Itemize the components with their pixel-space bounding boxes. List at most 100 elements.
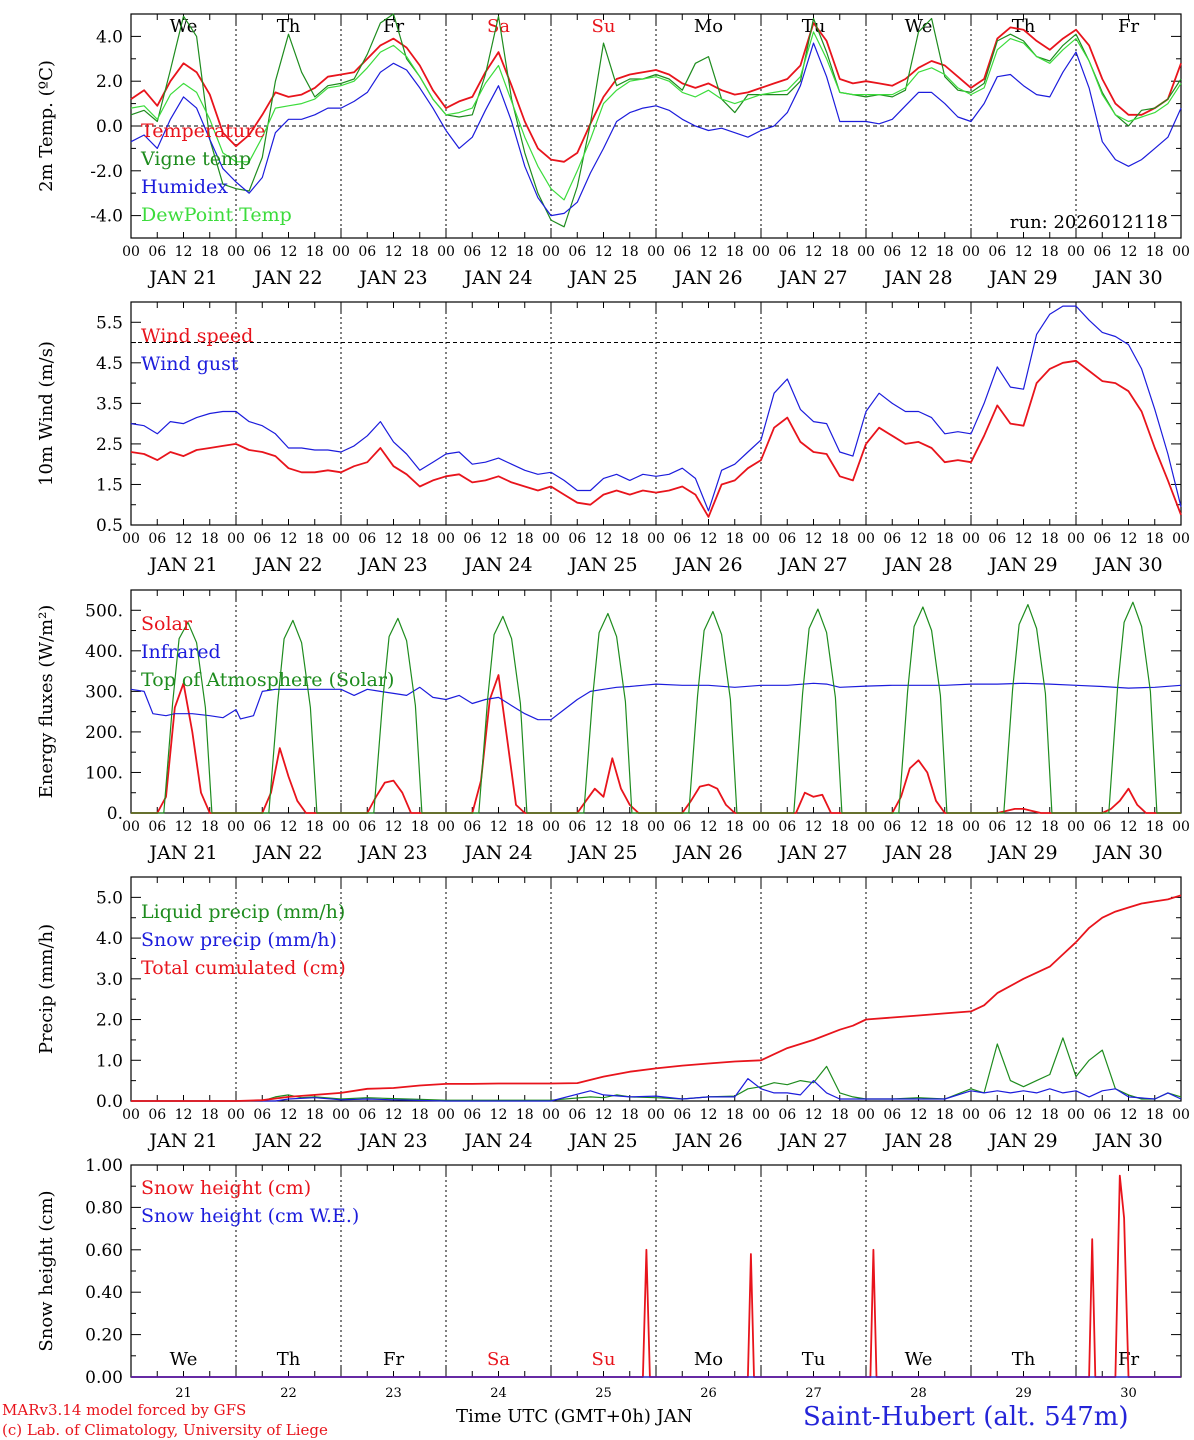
y-tick-label: -4.0: [90, 207, 123, 227]
x-hour-label: 06: [568, 244, 586, 260]
x-date-label: JAN 29: [987, 842, 1057, 864]
x-hour-label: 06: [988, 244, 1006, 260]
x-hour-label: 00: [1067, 1107, 1085, 1123]
x-hour-label: 00: [332, 1107, 350, 1123]
x-hour-label: 18: [1041, 819, 1059, 835]
run-label: run: 2026012118: [1010, 212, 1168, 233]
x-hour-label: 18: [411, 819, 429, 835]
weekday-label: We: [170, 16, 198, 37]
x-day-label: 30: [1120, 1386, 1137, 1401]
weekday-label: We: [905, 16, 933, 37]
y-tick-label: 4.5: [96, 354, 123, 374]
x-hour-label: 00: [962, 1107, 980, 1123]
x-hour-label: 18: [1041, 1107, 1059, 1123]
x-hour-label: 12: [805, 1107, 823, 1123]
x-hour-label: 12: [805, 531, 823, 547]
x-hour-label: 12: [1015, 531, 1033, 547]
x-hour-label: 06: [673, 819, 691, 835]
x-hour-label: 06: [253, 244, 271, 260]
x-date-label: JAN 29: [987, 1130, 1057, 1152]
x-hour-label: 06: [568, 531, 586, 547]
x-hour-label: 06: [988, 1107, 1006, 1123]
y-tick-label: 0.20: [85, 1326, 123, 1346]
y-tick-label: 4.0: [96, 929, 123, 949]
x-hour-label: 00: [227, 531, 245, 547]
x-hour-label: 12: [700, 244, 718, 260]
x-hour-label: 12: [700, 819, 718, 835]
y-tick-label: 0.5: [96, 516, 123, 536]
x-hour-label: 18: [621, 244, 639, 260]
x-hour-label: 06: [568, 1107, 586, 1123]
weekday-label: Th: [277, 1349, 301, 1370]
x-hour-label: 00: [227, 244, 245, 260]
x-hour-label: 12: [1015, 244, 1033, 260]
x-hour-label: 00: [332, 531, 350, 547]
x-date-label: JAN 29: [987, 267, 1057, 289]
lab-credit-line: (c) Lab. of Climatology, University of L…: [2, 1421, 328, 1439]
x-hour-label: 12: [490, 244, 508, 260]
x-hour-label: 18: [1146, 531, 1164, 547]
x-date-label: JAN 25: [567, 554, 637, 576]
x-hour-label: 18: [621, 531, 639, 547]
x-hour-label: 06: [883, 244, 901, 260]
x-hour-label: 12: [805, 819, 823, 835]
x-hour-label: 00: [122, 244, 140, 260]
series-line-humidex: [130, 42, 1182, 217]
x-hour-label: 06: [673, 244, 691, 260]
x-hour-label: 12: [700, 1107, 718, 1123]
y-tick-label: 5.0: [96, 888, 123, 908]
x-hour-label: 12: [1120, 1107, 1138, 1123]
legend-entry: Snow height (cm W.E.): [141, 1205, 359, 1227]
x-hour-label: 00: [1172, 531, 1190, 547]
x-hour-label: 18: [936, 531, 954, 547]
x-hour-label: 06: [148, 819, 166, 835]
x-date-label: JAN 30: [1092, 842, 1162, 864]
x-hour-label: 12: [280, 531, 298, 547]
legend-entry: Snow height (cm): [141, 1177, 311, 1199]
x-hour-label: 06: [1093, 819, 1111, 835]
x-hour-label: 18: [516, 1107, 534, 1123]
x-hour-label: 18: [411, 531, 429, 547]
x-hour-label: 06: [148, 244, 166, 260]
x-date-label: JAN 21: [147, 267, 217, 289]
x-hour-label: 18: [621, 1107, 639, 1123]
y-tick-label: 1.00: [85, 1156, 123, 1176]
x-hour-label: 18: [726, 1107, 744, 1123]
x-hour-label: 18: [411, 1107, 429, 1123]
x-date-label: JAN 26: [672, 554, 742, 576]
legend-entry: Infrared: [141, 641, 221, 663]
x-hour-label: 06: [463, 531, 481, 547]
x-hour-label: 06: [883, 819, 901, 835]
x-hour-label: 18: [936, 819, 954, 835]
x-hour-label: 12: [1120, 531, 1138, 547]
series-line-dewpoint-temp: [130, 31, 1182, 201]
legend-entry: Total cumulated (cm): [141, 957, 346, 979]
x-hour-label: 06: [253, 819, 271, 835]
x-day-label: 21: [175, 1386, 192, 1401]
x-date-label: JAN 30: [1092, 554, 1162, 576]
weekday-label: Sa: [487, 16, 510, 37]
x-date-label: JAN 28: [882, 842, 952, 864]
x-date-label: JAN 24: [462, 842, 532, 864]
x-hour-label: 00: [227, 819, 245, 835]
x-hour-label: 00: [122, 531, 140, 547]
series-line-snow-height-cm-: [131, 1174, 1181, 1378]
x-hour-label: 12: [490, 1107, 508, 1123]
y-tick-label: 4.0: [96, 27, 123, 47]
x-hour-label: 18: [201, 819, 219, 835]
x-hour-label: 06: [988, 819, 1006, 835]
weekday-label: Th: [1012, 1349, 1036, 1370]
series-line-snow-precip-mm-h-: [131, 1078, 1182, 1102]
x-date-label: JAN 23: [357, 1130, 427, 1152]
x-hour-label: 00: [857, 819, 875, 835]
weekday-label: We: [905, 1349, 933, 1370]
x-hour-label: 12: [175, 819, 193, 835]
x-hour-label: 00: [647, 1107, 665, 1123]
x-hour-label: 00: [1067, 531, 1085, 547]
y-tick-label: 0.40: [85, 1283, 123, 1303]
x-hour-label: 12: [595, 1107, 613, 1123]
x-date-label: JAN 28: [882, 1130, 952, 1152]
x-hour-label: 00: [962, 531, 980, 547]
x-hour-label: 06: [253, 531, 271, 547]
x-date-label: JAN 23: [357, 842, 427, 864]
